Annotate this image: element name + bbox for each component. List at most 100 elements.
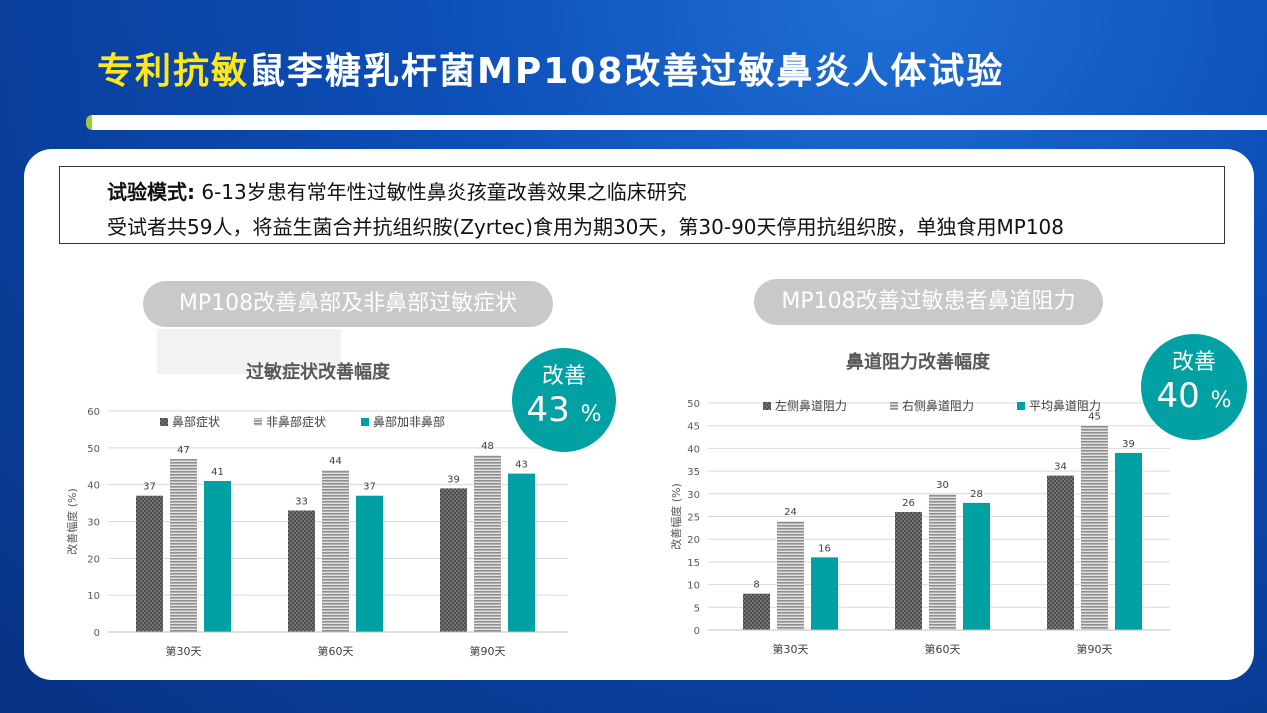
improvement-badge-1: 改善 43 % <box>512 348 616 452</box>
y-tick-label: 30 <box>687 490 700 501</box>
legend-label: 鼻部症状 <box>172 414 220 429</box>
bar-value-label: 34 <box>1054 462 1067 473</box>
legend-label: 右侧鼻道阻力 <box>902 398 974 413</box>
bar-value-label: 39 <box>447 474 460 485</box>
bar <box>204 480 231 632</box>
legend-swatch <box>890 402 898 410</box>
badge2-unit: % <box>1210 388 1232 413</box>
bar <box>508 473 535 632</box>
bar <box>440 488 467 632</box>
bar <box>1081 425 1108 630</box>
badge1-unit: % <box>580 402 602 427</box>
y-tick-label: 5 <box>694 603 700 614</box>
badge2-value: 40 <box>1156 376 1200 416</box>
y-tick-label: 45 <box>687 422 700 433</box>
bar-value-label: 30 <box>936 480 949 491</box>
y-axis-label: 改善幅度 (%) <box>65 488 79 555</box>
legend-swatch <box>763 402 771 410</box>
y-tick-label: 15 <box>687 558 700 569</box>
bar-value-label: 24 <box>784 507 797 518</box>
legend-swatch <box>254 418 262 426</box>
bar-value-label: 39 <box>1122 439 1135 450</box>
y-tick-label: 60 <box>87 407 100 418</box>
bar <box>743 593 770 630</box>
bar <box>288 510 315 632</box>
bar <box>356 495 383 632</box>
bar <box>1115 452 1142 630</box>
legend-label: 鼻部加非鼻部 <box>373 414 445 429</box>
y-tick-label: 10 <box>687 581 700 592</box>
y-tick-label: 50 <box>87 444 100 455</box>
y-tick-label: 40 <box>687 444 700 455</box>
y-tick-label: 10 <box>87 591 100 602</box>
badge1-label: 改善 <box>541 364 586 389</box>
bar-value-label: 37 <box>363 482 376 493</box>
bar-value-label: 44 <box>329 456 342 467</box>
y-tick-label: 0 <box>694 626 700 637</box>
bar-value-label: 41 <box>211 467 224 478</box>
x-category-label: 第60天 <box>925 642 961 656</box>
legend-swatch <box>1017 402 1025 410</box>
chart-title: 过敏症状改善幅度 <box>246 361 391 383</box>
bar-value-label: 37 <box>143 482 156 493</box>
trial-info-box <box>59 166 1225 244</box>
y-tick-label: 0 <box>94 628 100 639</box>
y-tick-label: 35 <box>687 467 700 478</box>
chart2-heading-pill: MP108改善过敏患者鼻道阻力 <box>754 279 1103 325</box>
legend-label: 平均鼻道阻力 <box>1029 398 1101 413</box>
bar <box>963 502 990 630</box>
badge2-value-line: 40 % <box>1141 376 1247 421</box>
bar <box>136 495 163 632</box>
badge1-value-line: 43 % <box>512 390 616 435</box>
y-tick-label: 25 <box>687 513 700 524</box>
page-title: 专利抗敏鼠李糖乳杆菌MP108改善过敏鼻炎人体试验 <box>97 42 1004 94</box>
y-tick-label: 20 <box>687 535 700 546</box>
x-category-label: 第90天 <box>470 644 506 658</box>
chart-title: 鼻道阻力改善幅度 <box>846 351 991 373</box>
bar <box>1047 475 1074 630</box>
bar-value-label: 28 <box>970 489 983 500</box>
improvement-badge-2: 改善 40 % <box>1141 334 1247 440</box>
trial-mode-text: 6-13岁患有常年性过敏性鼻炎孩童改善效果之临床研究 <box>195 180 687 204</box>
bar-value-label: 33 <box>295 496 308 507</box>
bar <box>895 511 922 630</box>
bar-value-label: 26 <box>902 498 915 509</box>
bar-value-label: 8 <box>753 580 759 591</box>
legend-label: 非鼻部症状 <box>266 414 326 429</box>
bar-value-label: 43 <box>515 460 528 471</box>
y-tick-label: 30 <box>87 518 100 529</box>
y-tick-label: 20 <box>87 554 100 565</box>
bar <box>474 455 501 632</box>
y-axis-label: 改善幅度 (%) <box>669 483 683 550</box>
placeholder-box <box>157 329 341 374</box>
legend-label: 左侧鼻道阻力 <box>775 398 847 413</box>
y-tick-label: 40 <box>87 481 100 492</box>
bar <box>777 521 804 630</box>
x-category-label: 第30天 <box>773 642 809 656</box>
badge2-label: 改善 <box>1171 350 1216 375</box>
trial-mode-label: 试验模式: <box>107 180 195 204</box>
legend-swatch <box>361 418 369 426</box>
x-category-label: 第90天 <box>1077 642 1113 656</box>
y-tick-label: 50 <box>687 399 700 410</box>
x-category-label: 第60天 <box>318 644 354 658</box>
legend-swatch <box>160 418 168 426</box>
bar <box>170 458 197 632</box>
badge1-value: 43 <box>526 390 570 430</box>
bar-value-label: 47 <box>177 445 190 456</box>
chart1-heading-pill: MP108改善鼻部及非鼻部过敏症状 <box>143 281 553 327</box>
header-divider <box>86 115 1267 130</box>
title-highlight: 专利抗敏 <box>97 51 250 92</box>
bar <box>322 469 349 632</box>
bar-value-label: 45 <box>1088 412 1101 423</box>
title-rest: 鼠李糖乳杆菌MP108改善过敏鼻炎人体试验 <box>249 51 1005 92</box>
trial-subjects-line: 受试者共59人，将益生菌合并抗组织胺(Zyrtec)食用为期30天，第30-90… <box>107 215 1065 239</box>
trial-mode-line: 试验模式: 6-13岁患有常年性过敏性鼻炎孩童改善效果之临床研究 <box>107 176 687 205</box>
x-category-label: 第30天 <box>166 644 202 658</box>
bar <box>811 557 838 630</box>
bar <box>929 493 956 630</box>
bar-value-label: 48 <box>481 441 494 452</box>
